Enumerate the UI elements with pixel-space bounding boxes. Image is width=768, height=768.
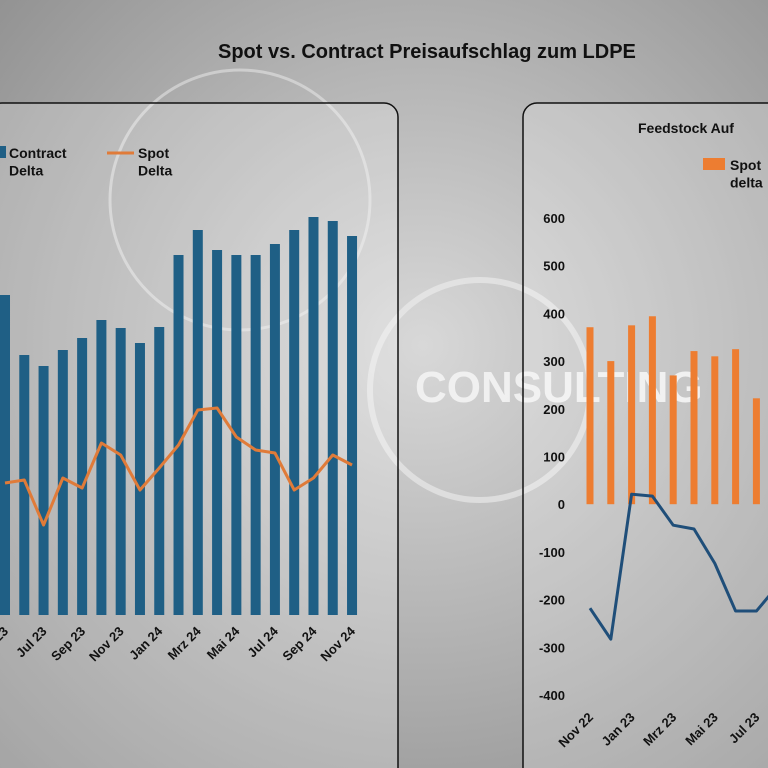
legend-label: Spot delta (730, 157, 763, 191)
panel (522, 102, 768, 768)
bar (308, 217, 319, 615)
y-tick-label: -100 (539, 545, 565, 560)
bar (690, 351, 698, 505)
bar (628, 325, 636, 505)
legend-swatch (0, 146, 6, 158)
bar (648, 316, 656, 505)
legend-label: Contract Delta (9, 145, 67, 179)
y-tick-label: 500 (543, 259, 565, 274)
bar (752, 398, 760, 505)
line (4, 406, 353, 527)
bar (327, 221, 338, 615)
bar (732, 349, 740, 505)
bar (173, 255, 184, 615)
bar (192, 230, 203, 615)
bar (212, 250, 223, 615)
bar (38, 366, 49, 615)
y-tick-label: 400 (543, 306, 565, 321)
bar (586, 327, 594, 505)
legend-label: Spot Delta (138, 145, 172, 179)
chart-title: Feedstock Auf (638, 120, 734, 136)
bar (77, 338, 88, 615)
bar (669, 375, 677, 505)
bar (154, 327, 165, 615)
bar (134, 343, 145, 615)
bar (347, 236, 358, 615)
y-tick-label: 300 (543, 354, 565, 369)
bar (250, 255, 261, 615)
bar (269, 244, 280, 615)
bar (607, 361, 615, 505)
y-tick-label: 0 (558, 497, 565, 512)
bar (19, 355, 30, 615)
y-tick-label: -200 (539, 593, 565, 608)
y-tick-label: 200 (543, 402, 565, 417)
legend-swatch (703, 158, 725, 170)
y-tick-label: -400 (539, 688, 565, 703)
y-tick-label: -300 (539, 640, 565, 655)
bar (289, 230, 300, 615)
bar (57, 350, 68, 615)
bar (96, 320, 107, 615)
y-tick-label: 100 (543, 450, 565, 465)
bar (0, 295, 10, 615)
bar (115, 328, 126, 615)
page-title: Spot vs. Contract Preisaufschlag zum LDP… (218, 41, 636, 63)
bar (711, 356, 719, 505)
y-tick-label: 600 (543, 211, 565, 226)
line (588, 492, 768, 641)
